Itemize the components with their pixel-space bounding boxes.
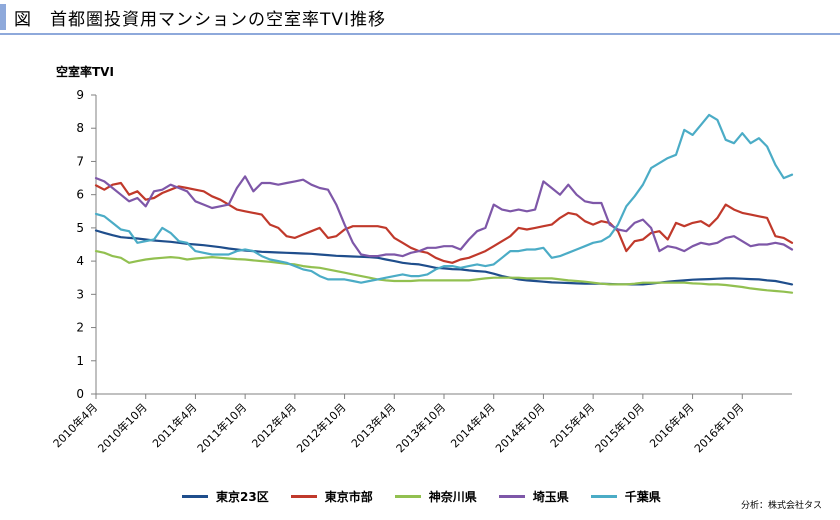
legend-swatch-tokyo23 [182, 495, 208, 498]
x-tick-label: 2010年10月 [95, 400, 150, 455]
legend-item-tokyo23: 東京23区 [182, 488, 269, 505]
x-tick-label: 2011年4月 [149, 400, 199, 450]
title-bar: 図 首都圏投資用マンションの空室率TVI推移 [0, 0, 840, 35]
title-accent-bar [0, 4, 6, 30]
legend-swatch-kanagawa [394, 495, 421, 498]
y-axis-label: 空室率TVI [56, 65, 114, 79]
y-tick-label: 2 [76, 321, 84, 335]
source-note: 分析：株式会社タス [740, 501, 822, 511]
series-line-1 [94, 229, 794, 286]
legend-item-kanagawa: 神奈川県 [394, 488, 477, 505]
y-tick-label: 8 [76, 121, 84, 135]
y-tick-label: 7 [76, 154, 84, 168]
legend-label-saitama: 埼玉県 [532, 490, 569, 504]
legend-swatch-tokyo-city [290, 495, 317, 498]
x-tick-label: 2014年4月 [448, 400, 498, 450]
x-tick-label: 2014年10月 [492, 400, 547, 455]
legend-item-chiba: 千葉県 [590, 488, 661, 505]
chart-legend: 東京23区 東京市部 神奈川県 埼玉県 千葉県 [182, 488, 683, 505]
legend-item-tokyo-city: 東京市部 [290, 488, 373, 505]
legend-label-chiba: 千葉県 [624, 490, 661, 504]
series-line-2 [94, 181, 794, 264]
y-tick-label: 9 [76, 88, 84, 102]
series-line-4 [94, 175, 794, 258]
x-tick-label: 2015年10月 [592, 400, 647, 455]
title-underline [0, 33, 840, 35]
y-tick-label: 1 [76, 354, 84, 368]
series-line-5 [94, 113, 794, 284]
y-tick-label: 4 [76, 254, 84, 268]
y-tick-label: 6 [76, 188, 84, 202]
legend-label-kanagawa: 神奈川県 [428, 490, 477, 504]
legend-item-saitama: 埼玉県 [498, 488, 569, 505]
x-tick-label: 2016年4月 [646, 400, 696, 450]
x-tick-label: 2013年10月 [393, 400, 448, 455]
y-tick-label: 5 [76, 221, 84, 235]
x-tick-label: 2011年10月 [194, 400, 249, 455]
legend-label-tokyo23: 東京23区 [216, 490, 269, 504]
x-tick-label: 2012年4月 [249, 400, 299, 450]
x-tick-label: 2016年10月 [691, 400, 746, 455]
series-line-3 [94, 250, 794, 294]
legend-swatch-saitama [498, 495, 525, 498]
legend-swatch-chiba [590, 495, 617, 498]
page-title: 図 首都圏投資用マンションの空室率TVI推移 [14, 10, 387, 30]
x-tick-label: 2012年10月 [294, 400, 349, 455]
y-tick-label: 0 [76, 387, 84, 401]
legend-label-tokyo-city: 東京市部 [324, 490, 373, 504]
y-tick-label: 3 [76, 287, 84, 301]
x-tick-label: 2010年4月 [50, 400, 100, 450]
x-tick-label: 2013年4月 [348, 400, 398, 450]
x-tick-label: 2015年4月 [547, 400, 597, 450]
